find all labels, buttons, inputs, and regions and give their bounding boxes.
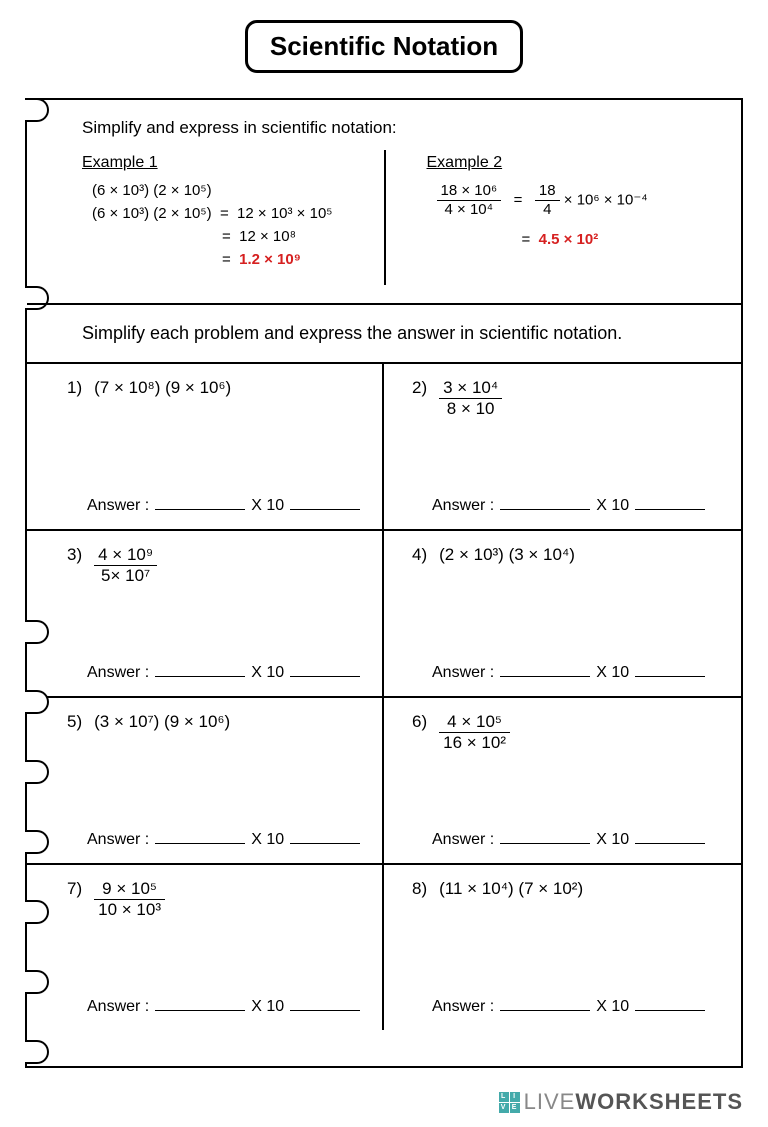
- problem-expression: 3) 4 × 10⁹5× 10⁷: [67, 545, 362, 587]
- problem-row: 5) (3 × 10⁷) (9 × 10⁶) Answer : X 10 6) 4 × 1…: [27, 698, 741, 865]
- answer-blank-coefficient[interactable]: [500, 494, 590, 510]
- problems-grid: 1) (7 × 10⁸) (9 × 10⁶) Answer : X 10 2) 3 × 1…: [27, 364, 741, 1030]
- problem-cell: 5) (3 × 10⁷) (9 × 10⁶) Answer : X 10: [27, 698, 384, 863]
- answer-blank-coefficient[interactable]: [155, 995, 245, 1011]
- answer-label: Answer :: [87, 497, 149, 515]
- x10-label: X 10: [596, 998, 629, 1016]
- ex1-line4: = 1.2 × 10⁹: [82, 251, 377, 268]
- problem-math: 4 × 10⁹5× 10⁷: [94, 545, 157, 587]
- answer-label: Answer :: [87, 998, 149, 1016]
- problem-row: 3) 4 × 10⁹5× 10⁷ Answer : X 10 4) (2 × 10³) (…: [27, 531, 741, 698]
- answer-blank-exponent[interactable]: [290, 661, 360, 677]
- ex1-line3: = 12 × 10⁸: [82, 228, 377, 245]
- answer-line: Answer : X 10: [67, 828, 362, 849]
- problem-number: 7): [67, 879, 82, 899]
- examples-instruction: Simplify and express in scientific notat…: [82, 118, 711, 138]
- answer-label: Answer :: [87, 664, 149, 682]
- ex2-line1: 18 × 10⁶4 × 10⁴ = 184 × 10⁶ × 10⁻⁴: [427, 182, 712, 219]
- answer-label: Answer :: [87, 831, 149, 849]
- answer-blank-coefficient[interactable]: [155, 828, 245, 844]
- problem-math: (2 × 10³) (3 × 10⁴): [439, 545, 575, 565]
- problem-math: (11 × 10⁴) (7 × 10²): [439, 879, 583, 899]
- answer-line: Answer : X 10: [412, 494, 721, 515]
- problem-number: 8): [412, 879, 427, 899]
- example-2-label: Example 2: [427, 154, 712, 172]
- page-title: Scientific Notation: [245, 20, 523, 73]
- problem-cell: 1) (7 × 10⁸) (9 × 10⁶) Answer : X 10: [27, 364, 384, 529]
- x10-label: X 10: [251, 998, 284, 1016]
- example-1-label: Example 1: [82, 154, 377, 172]
- problem-math: 3 × 10⁴8 × 10: [439, 378, 502, 420]
- examples-section: Simplify and express in scientific notat…: [27, 100, 741, 305]
- watermark-icon: LIVE: [499, 1092, 520, 1113]
- answer-blank-exponent[interactable]: [290, 494, 360, 510]
- ex2-line2: = 4.5 × 10²: [427, 231, 712, 248]
- answer-blank-exponent[interactable]: [290, 828, 360, 844]
- problem-number: 6): [412, 712, 427, 732]
- ex1-line1: (6 × 10³) (2 × 10⁵): [82, 182, 377, 199]
- problem-cell: 4) (2 × 10³) (3 × 10⁴) Answer : X 10: [384, 531, 741, 696]
- problem-math: (7 × 10⁸) (9 × 10⁶): [94, 378, 231, 398]
- answer-blank-exponent[interactable]: [635, 828, 705, 844]
- ex1-line2: (6 × 10³) (2 × 10⁵) = 12 × 10³ × 10⁵: [82, 205, 377, 222]
- answer-blank-coefficient[interactable]: [500, 828, 590, 844]
- problem-cell: 8) (11 × 10⁴) (7 × 10²) Answer : X 10: [384, 865, 741, 1030]
- problem-cell: 6) 4 × 10⁵16 × 10² Answer : X 10: [384, 698, 741, 863]
- answer-line: Answer : X 10: [67, 995, 362, 1016]
- answer-label: Answer :: [432, 664, 494, 682]
- answer-blank-coefficient[interactable]: [500, 661, 590, 677]
- answer-label: Answer :: [432, 998, 494, 1016]
- problem-expression: 2) 3 × 10⁴8 × 10: [412, 378, 721, 420]
- problem-number: 2): [412, 378, 427, 398]
- answer-blank-coefficient[interactable]: [500, 995, 590, 1011]
- answer-label: Answer :: [432, 831, 494, 849]
- worksheet-page: Simplify and express in scientific notat…: [25, 98, 743, 1068]
- example-1: Example 1 (6 × 10³) (2 × 10⁵) (6 × 10³) …: [82, 154, 397, 274]
- x10-label: X 10: [596, 831, 629, 849]
- problem-math: 9 × 10⁵10 × 10³: [94, 879, 165, 921]
- problem-cell: 3) 4 × 10⁹5× 10⁷ Answer : X 10: [27, 531, 384, 696]
- answer-blank-exponent[interactable]: [635, 661, 705, 677]
- problem-row: 7) 9 × 10⁵10 × 10³ Answer : X 10 8) (11 × 10⁴…: [27, 865, 741, 1030]
- problem-number: 4): [412, 545, 427, 565]
- answer-line: Answer : X 10: [412, 995, 721, 1016]
- problem-number: 1): [67, 378, 82, 398]
- x10-label: X 10: [251, 831, 284, 849]
- x10-label: X 10: [596, 497, 629, 515]
- example-2: Example 2 18 × 10⁶4 × 10⁴ = 184 × 10⁶ × …: [397, 154, 712, 274]
- problem-expression: 1) (7 × 10⁸) (9 × 10⁶): [67, 378, 362, 398]
- problem-row: 1) (7 × 10⁸) (9 × 10⁶) Answer : X 10 2) 3 × 1…: [27, 364, 741, 531]
- problem-cell: 7) 9 × 10⁵10 × 10³ Answer : X 10: [27, 865, 384, 1030]
- problem-expression: 7) 9 × 10⁵10 × 10³: [67, 879, 362, 921]
- x10-label: X 10: [596, 664, 629, 682]
- answer-label: Answer :: [432, 497, 494, 515]
- watermark: LIVE LIVEWORKSHEETS: [499, 1089, 743, 1115]
- answer-line: Answer : X 10: [67, 661, 362, 682]
- answer-blank-coefficient[interactable]: [155, 494, 245, 510]
- problem-number: 5): [67, 712, 82, 732]
- answer-blank-exponent[interactable]: [635, 494, 705, 510]
- answer-line: Answer : X 10: [67, 494, 362, 515]
- problem-cell: 2) 3 × 10⁴8 × 10 Answer : X 10: [384, 364, 741, 529]
- problem-expression: 4) (2 × 10³) (3 × 10⁴): [412, 545, 721, 565]
- answer-blank-exponent[interactable]: [290, 995, 360, 1011]
- answer-line: Answer : X 10: [412, 661, 721, 682]
- answer-blank-coefficient[interactable]: [155, 661, 245, 677]
- problem-number: 3): [67, 545, 82, 565]
- x10-label: X 10: [251, 664, 284, 682]
- answer-blank-exponent[interactable]: [635, 995, 705, 1011]
- answer-line: Answer : X 10: [412, 828, 721, 849]
- problem-expression: 8) (11 × 10⁴) (7 × 10²): [412, 879, 721, 899]
- problem-expression: 6) 4 × 10⁵16 × 10²: [412, 712, 721, 754]
- problem-expression: 5) (3 × 10⁷) (9 × 10⁶): [67, 712, 362, 732]
- problem-math: 4 × 10⁵16 × 10²: [439, 712, 510, 754]
- problems-instruction: Simplify each problem and express the an…: [82, 323, 711, 344]
- x10-label: X 10: [251, 497, 284, 515]
- problem-math: (3 × 10⁷) (9 × 10⁶): [94, 712, 230, 732]
